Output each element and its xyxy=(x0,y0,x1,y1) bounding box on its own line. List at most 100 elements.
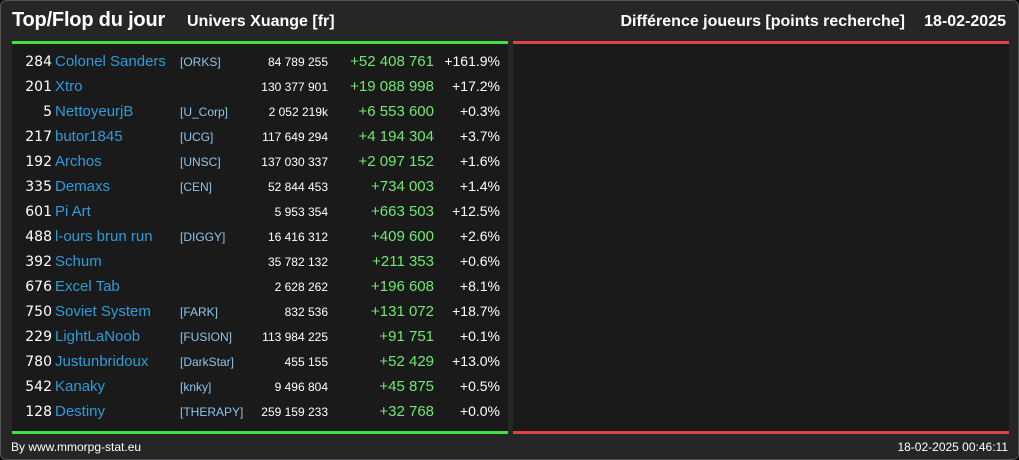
player-points: 137 030 337 xyxy=(261,155,328,169)
percent-change: +13.0% xyxy=(452,353,500,369)
player-name-link[interactable]: Soviet System xyxy=(55,303,151,320)
player-rank: 601 xyxy=(25,204,52,220)
player-rank: 335 xyxy=(25,179,52,195)
player-name-link[interactable]: l-ours brun run xyxy=(55,228,153,245)
points-difference: +131 072 xyxy=(371,303,434,320)
percent-change: +3.7% xyxy=(459,128,500,144)
percent-change: +161.9% xyxy=(444,53,500,69)
percent-change: +0.3% xyxy=(459,103,500,119)
player-points: 2 628 262 xyxy=(274,280,328,294)
credit-link[interactable]: By www.mmorpg-stat.eu xyxy=(11,440,142,454)
table-row: 542 Kanaky [knky] 9 496 804 +45 875 +0.5% xyxy=(12,375,508,400)
player-points: 9 496 804 xyxy=(274,380,328,394)
alliance-tag[interactable]: [THERAPY] xyxy=(180,405,244,419)
player-rank: 750 xyxy=(25,304,52,320)
table-row: 229 LightLaNoob [FUSION] 113 984 225 +91 751… xyxy=(12,325,508,350)
alliance-tag[interactable]: [FUSION] xyxy=(180,330,233,344)
player-rank: 5 xyxy=(43,104,52,120)
player-name-link[interactable]: Justunbridoux xyxy=(55,353,149,370)
percent-change: +17.2% xyxy=(452,78,500,94)
player-name-link[interactable]: Schum xyxy=(55,253,102,270)
table-row: 128 Destiny [THERAPY] 259 159 233 +32 768 +0.… xyxy=(12,400,508,425)
percent-change: +0.6% xyxy=(459,253,500,269)
player-rank: 284 xyxy=(25,54,52,70)
points-difference: +52 429 xyxy=(379,353,434,370)
player-name-link[interactable]: Kanaky xyxy=(55,378,106,395)
points-difference: +6 553 600 xyxy=(358,103,435,120)
percent-change: +0.5% xyxy=(459,378,500,394)
table-row: 192 Archos [UNSC] 137 030 337 +2 097 152 +1.6… xyxy=(12,150,508,175)
player-points: 5 953 354 xyxy=(274,205,328,219)
percent-change: +1.6% xyxy=(459,153,500,169)
table-row: 335 Demaxs [CEN] 52 844 453 +734 003 +1.4% xyxy=(12,175,508,200)
points-difference: +196 608 xyxy=(371,278,434,295)
alliance-tag[interactable]: [knky] xyxy=(180,380,212,394)
percent-change: +1.4% xyxy=(459,178,500,194)
player-rank: 780 xyxy=(25,354,52,370)
table-row: 601 Pi Art 5 953 354 +663 503 +12.5% xyxy=(12,200,508,225)
player-points: 52 844 453 xyxy=(267,180,328,194)
player-rank: 392 xyxy=(25,254,52,270)
alliance-tag[interactable]: [UNSC] xyxy=(180,155,221,169)
player-points: 16 416 312 xyxy=(267,230,328,244)
player-name-link[interactable]: Colonel Sanders xyxy=(55,53,166,70)
alliance-tag[interactable]: [DarkStar] xyxy=(180,355,235,369)
alliance-tag[interactable]: [CEN] xyxy=(180,180,213,194)
percent-change: +0.1% xyxy=(459,328,500,344)
points-difference: +2 097 152 xyxy=(358,153,435,170)
alliance-tag[interactable]: [UCG] xyxy=(180,130,214,144)
player-name-link[interactable]: NettoyeurjB xyxy=(55,103,134,120)
table-row: 5 NettoyeurjB [U_Corp] 2 052 219k +6 553 600… xyxy=(12,100,508,125)
alliance-tag[interactable]: [U_Corp] xyxy=(180,105,229,119)
percent-change: +0.0% xyxy=(459,403,500,419)
points-difference: +32 768 xyxy=(379,403,434,420)
player-name-link[interactable]: butor1845 xyxy=(55,128,123,145)
player-rank: 542 xyxy=(25,379,52,395)
table-row: 676 Excel Tab 2 628 262 +196 608 +8.1% xyxy=(12,275,508,300)
player-rank: 488 xyxy=(25,229,52,245)
date-label: 18-02-2025 xyxy=(924,13,1006,30)
player-points: 84 789 255 xyxy=(267,55,328,69)
player-points: 117 649 294 xyxy=(262,130,328,144)
player-points: 130 377 901 xyxy=(261,80,328,94)
table-row: 780 Justunbridoux [DarkStar] 455 155 +52 429… xyxy=(12,350,508,375)
percent-change: +2.6% xyxy=(459,228,500,244)
alliance-tag[interactable]: [DIGGY] xyxy=(180,230,226,244)
player-name-link[interactable]: Pi Art xyxy=(55,203,91,220)
flop-panel xyxy=(513,41,1009,434)
table-row: 284 Colonel Sanders [ORKS] 84 789 255 +52 40… xyxy=(12,50,508,75)
player-rank: 229 xyxy=(25,329,52,345)
player-rank: 192 xyxy=(25,154,52,170)
percent-change: +12.5% xyxy=(452,203,500,219)
points-difference: +19 088 998 xyxy=(350,78,434,95)
metric-label: Différence joueurs [points recherche] xyxy=(620,13,905,30)
player-name-link[interactable]: LightLaNoob xyxy=(55,328,141,345)
player-points: 832 536 xyxy=(284,305,328,319)
player-name-link[interactable]: Excel Tab xyxy=(55,278,120,295)
universe-label: Univers Xuange [fr] xyxy=(187,13,335,30)
points-difference: +663 503 xyxy=(371,203,434,220)
points-difference: +45 875 xyxy=(379,378,434,395)
points-difference: +409 600 xyxy=(371,228,434,245)
table-row: 750 Soviet System [FARK] 832 536 +131 072 +18… xyxy=(12,300,508,325)
alliance-tag[interactable]: [ORKS] xyxy=(180,55,221,69)
points-difference: +211 353 xyxy=(372,253,434,270)
player-name-link[interactable]: Xtro xyxy=(55,78,83,95)
player-name-link[interactable]: Archos xyxy=(55,153,102,170)
points-difference: +52 408 761 xyxy=(350,53,434,70)
player-name-link[interactable]: Destiny xyxy=(55,403,106,420)
player-points: 35 782 132 xyxy=(267,255,328,269)
player-name-link[interactable]: Demaxs xyxy=(55,178,111,195)
player-points: 259 159 233 xyxy=(261,405,328,419)
table-row: 217 butor1845 [UCG] 117 649 294 +4 194 304 +3… xyxy=(12,125,508,150)
player-points: 2 052 219k xyxy=(268,105,328,119)
player-rank: 676 xyxy=(25,279,52,295)
player-points: 113 984 225 xyxy=(262,330,328,344)
page-title: Top/Flop du jour xyxy=(12,9,166,31)
alliance-tag[interactable]: [FARK] xyxy=(180,305,219,319)
table-row: 201 Xtro 130 377 901 +19 088 998 +17.2% xyxy=(12,75,508,100)
player-rank: 128 xyxy=(25,404,52,420)
percent-change: +18.7% xyxy=(452,303,500,319)
player-points: 455 155 xyxy=(284,355,328,369)
